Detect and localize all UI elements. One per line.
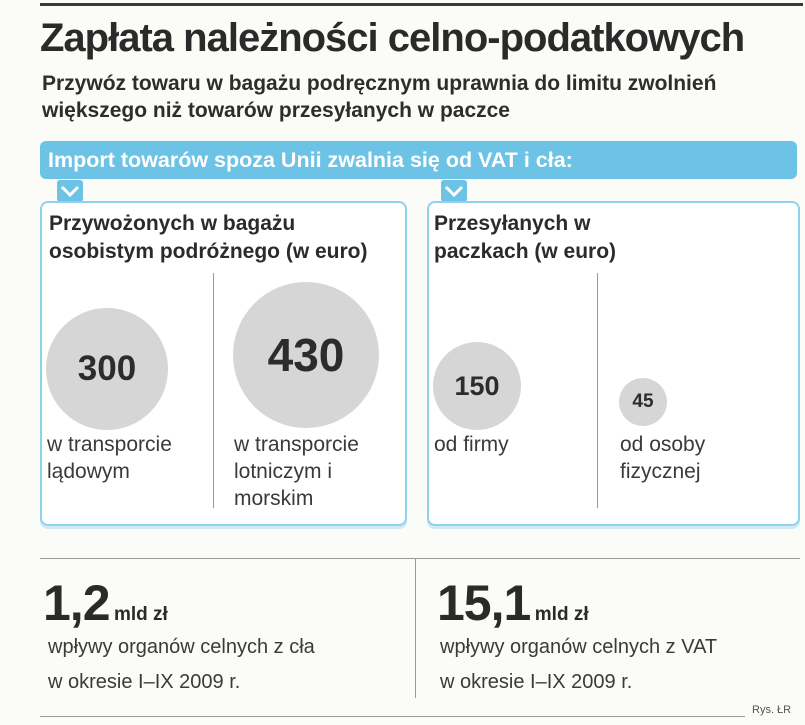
value-45: 45 (632, 391, 654, 412)
value-circle: 45 (619, 378, 667, 426)
panel-divider (597, 273, 598, 508)
page-subtitle: Przywóz towaru w bagażu podręcznym upraw… (42, 72, 717, 122)
panel-divider (213, 273, 214, 508)
item-label: od firmy (434, 433, 509, 456)
stats-divider (415, 558, 416, 698)
stat-unit: mld zł (113, 604, 168, 625)
item-label: od osoby fizycznej (620, 433, 706, 483)
stat-line: wpływy organów celnych z VAT (440, 636, 718, 658)
credit: Rys. ŁR (752, 704, 792, 716)
value-300: 300 (77, 349, 137, 388)
banner-text: Import towarów spoza Unii zwalnia się od… (48, 148, 573, 172)
panel-luggage-title: Przywożonych w bagażu osobistym podróżne… (49, 212, 368, 263)
stat-description: wpływy organów celnych z cła w okresie I… (48, 630, 408, 700)
chevron-down-icon (57, 180, 83, 202)
stat-line: w okresie I–IX 2009 r. (440, 671, 633, 693)
stat-value: 1,2 (43, 575, 111, 631)
panel-parcels-title: Przesyłanych w paczkach (w euro) (434, 212, 617, 263)
banner: Import towarów spoza Unii zwalnia się od… (40, 141, 797, 179)
item-label: w transporcie lotniczym i morskim (234, 433, 359, 510)
page-title: Zapłata należności celno-podatkowych (40, 16, 745, 60)
value-circle: 150 (433, 342, 521, 430)
section-rule (40, 558, 800, 559)
top-rule (40, 3, 803, 6)
stat-value: 15,1 (437, 575, 531, 631)
value-150: 150 (454, 370, 500, 401)
stat-vat: 15,1 mld zł (437, 574, 589, 632)
stat-description: wpływy organów celnych z VAT w okresie I… (440, 630, 800, 700)
chevron-down-icon (441, 180, 467, 202)
value-circle: 300 (46, 308, 168, 430)
stat-unit: mld zł (534, 604, 589, 625)
value-430: 430 (267, 329, 345, 381)
stat-line: wpływy organów celnych z cła (48, 636, 315, 658)
bottom-rule (40, 716, 745, 717)
value-circle: 430 (233, 282, 379, 428)
stat-customs: 1,2 mld zł (43, 574, 168, 632)
item-label: w transporcie lądowym (47, 433, 172, 483)
stat-line: w okresie I–IX 2009 r. (48, 671, 241, 693)
